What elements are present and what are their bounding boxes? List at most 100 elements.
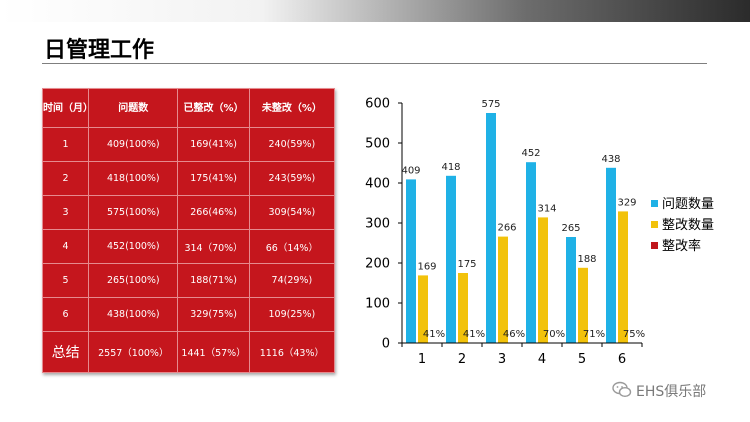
legend-label: 整改数量 — [662, 218, 714, 233]
data-label-issue-count: 418 — [441, 162, 460, 173]
y-tick-label: 400 — [365, 177, 390, 192]
data-label-rectification-rate: 75% — [623, 329, 645, 340]
total-unrectified: 1116（43%） — [248, 331, 336, 373]
cell-rectified: 314（70%） — [177, 229, 250, 264]
y-tick-label: 100 — [365, 297, 390, 312]
y-tick-label: 600 — [365, 97, 390, 112]
header-month: 时间（月） — [41, 88, 90, 128]
cell-month: 5 — [41, 263, 90, 298]
cell-unrectified: 74(29%) — [248, 263, 336, 298]
data-label-rectified-count: 188 — [577, 254, 596, 265]
data-label-issue-count: 575 — [481, 99, 500, 110]
x-axis: 1 2 3 4 5 6 — [401, 342, 643, 367]
data-label-issue-count: 265 — [561, 223, 580, 234]
data-label-rectification-rate: 71% — [583, 329, 605, 340]
table-row: 5 265(100%) 188(71%) 74(29%) — [41, 263, 336, 298]
cell-month: 2 — [41, 161, 90, 196]
footer-brand: EHS俱乐部 — [636, 384, 707, 400]
y-tick-label: 300 — [365, 217, 390, 232]
cell-unrectified: 66（14%） — [248, 229, 336, 264]
cell-unrectified: 309(54%) — [248, 195, 336, 230]
data-label-rectified-count: 329 — [617, 197, 636, 208]
bar-issue-count — [486, 113, 496, 343]
legend-label: 问题数量 — [662, 197, 714, 212]
cell-rectified: 266(46%) — [177, 195, 250, 230]
x-tick-label: 3 — [498, 352, 506, 367]
header-issue-count: 问题数 — [88, 88, 179, 128]
data-label-rectification-rate: 46% — [503, 329, 525, 340]
cell-issue-count: 409(100%) — [88, 127, 179, 162]
top-banner — [0, 0, 750, 22]
legend-swatch — [651, 200, 658, 207]
page-title: 日管理工作 — [44, 38, 155, 63]
x-tick-label: 6 — [618, 352, 626, 367]
cell-month: 3 — [41, 195, 90, 230]
header-unrectified: 未整改（%） — [248, 88, 336, 128]
chart-data-labels: 409 169 41% 418 175 41% 575 266 46% 452 314 70% 265 1… — [401, 99, 645, 340]
bar-issue-count — [566, 237, 576, 343]
cell-rectified: 169(41%) — [177, 127, 250, 162]
x-tick-label: 2 — [458, 352, 466, 367]
cell-unrectified: 243(59%) — [248, 161, 336, 196]
cell-rectified: 175(41%) — [177, 161, 250, 196]
data-label-rectified-count: 266 — [497, 223, 516, 234]
bar-issue-count — [606, 167, 616, 343]
total-issue-count: 2557（100%） — [88, 331, 179, 373]
cell-rectified: 329(75%) — [177, 297, 250, 332]
table-row: 1 409(100%) 169(41%) 240(59%) — [41, 127, 336, 162]
cell-unrectified: 109(25%) — [248, 297, 336, 332]
x-tick-label: 1 — [418, 352, 426, 367]
table-row: 3 575(100%) 266(46%) 309(54%) — [41, 195, 336, 230]
legend-swatch — [651, 242, 658, 249]
bar-rectified-count — [538, 217, 548, 343]
bar-issue-count — [406, 179, 416, 343]
data-label-issue-count: 409 — [401, 165, 420, 176]
cell-month: 4 — [41, 229, 90, 264]
table-row: 2 418(100%) 175(41%) 243(59%) — [41, 161, 336, 196]
bar-rectified-count — [578, 267, 588, 343]
y-tick-label: 200 — [365, 257, 390, 272]
cell-month: 1 — [41, 127, 90, 162]
header-rectified: 已整改（%） — [177, 88, 250, 128]
x-tick-label: 4 — [538, 352, 546, 367]
y-axis: 0 100 200 300 400 500 600 — [365, 97, 403, 352]
table-row: 6 438(100%) 329(75%) 109(25%) — [41, 297, 336, 332]
cell-issue-count: 438(100%) — [88, 297, 179, 332]
title-divider — [42, 63, 707, 64]
cell-issue-count: 575(100%) — [88, 195, 179, 230]
cell-month: 6 — [41, 297, 90, 332]
cell-unrectified: 240(59%) — [248, 127, 336, 162]
table-header-row: 时间（月） 问题数 已整改（%） 未整改（%） — [41, 88, 336, 128]
data-label-issue-count: 438 — [601, 154, 620, 165]
data-label-rectified-count: 314 — [537, 203, 556, 214]
table-total-row: 总结 2557（100%） 1441（57%） 1116（43%） — [41, 331, 336, 373]
legend-label: 整改率 — [662, 238, 701, 254]
wechat-icon — [612, 381, 632, 398]
cell-issue-count: 452(100%) — [88, 229, 179, 264]
cell-issue-count: 418(100%) — [88, 161, 179, 196]
total-label: 总结 — [41, 331, 90, 373]
bar-rectified-count — [458, 273, 468, 343]
total-rectified: 1441（57%） — [177, 331, 250, 373]
data-label-issue-count: 452 — [521, 148, 540, 159]
bar-rectified-count — [418, 275, 428, 343]
data-label-rectification-rate: 41% — [423, 329, 445, 340]
y-tick-label: 500 — [365, 137, 390, 152]
rectification-table: 时间（月） 问题数 已整改（%） 未整改（%） 1 409(100%) 169(… — [41, 88, 336, 373]
bar-rectified-count — [618, 211, 628, 343]
bar-issue-count — [446, 175, 456, 343]
bar-issue-count — [526, 162, 536, 343]
data-label-rectification-rate: 41% — [463, 329, 485, 340]
table-row: 4 452(100%) 314（70%） 66（14%） — [41, 229, 336, 264]
data-label-rectified-count: 175 — [457, 259, 476, 270]
chart-bars — [406, 113, 628, 343]
cell-rectified: 188(71%) — [177, 263, 250, 298]
legend-swatch — [651, 221, 658, 228]
bar-rectified-count — [498, 236, 508, 343]
x-tick-label: 5 — [578, 352, 586, 367]
data-label-rectification-rate: 70% — [543, 329, 565, 340]
y-tick-label: 0 — [382, 337, 390, 352]
cell-issue-count: 265(100%) — [88, 263, 179, 298]
